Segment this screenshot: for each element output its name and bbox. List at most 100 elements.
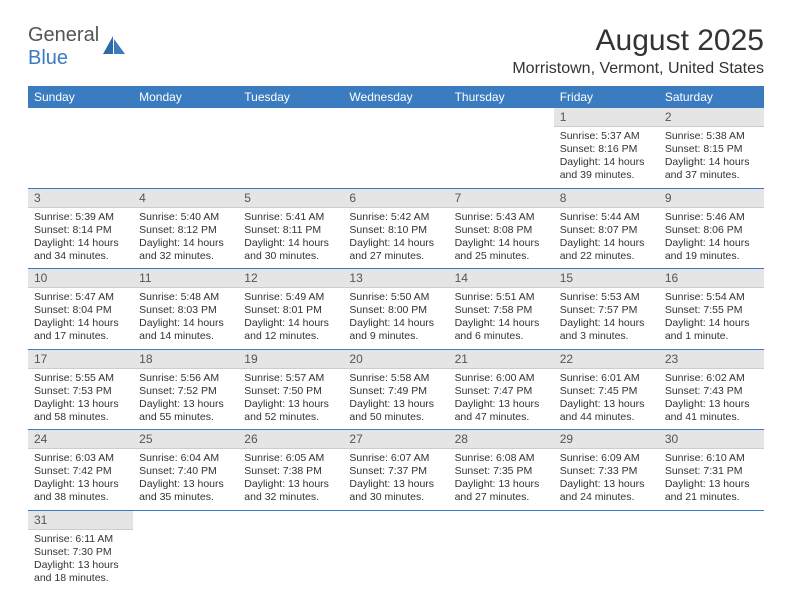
sail-icon (101, 34, 127, 61)
sunrise-text: Sunrise: 5:53 AM (560, 291, 653, 304)
daylight-text: Daylight: 14 hours and 9 minutes. (349, 317, 442, 343)
day-cell: 25Sunrise: 6:04 AMSunset: 7:40 PMDayligh… (133, 430, 238, 510)
sunrise-text: Sunrise: 5:38 AM (665, 130, 758, 143)
day-number: 2 (659, 108, 764, 127)
sunrise-text: Sunrise: 5:39 AM (34, 211, 127, 224)
day-body: Sunrise: 5:50 AMSunset: 8:00 PMDaylight:… (343, 288, 448, 349)
day-body (238, 515, 343, 565)
sunrise-text: Sunrise: 5:46 AM (665, 211, 758, 224)
daylight-text: Daylight: 14 hours and 17 minutes. (34, 317, 127, 343)
day-cell: 19Sunrise: 5:57 AMSunset: 7:50 PMDayligh… (238, 350, 343, 430)
day-body (133, 515, 238, 565)
sunset-text: Sunset: 7:40 PM (139, 465, 232, 478)
daylight-text: Daylight: 13 hours and 30 minutes. (349, 478, 442, 504)
sunset-text: Sunset: 7:37 PM (349, 465, 442, 478)
title-block: August 2025 Morristown, Vermont, United … (512, 24, 764, 78)
weeks-container: 1Sunrise: 5:37 AMSunset: 8:16 PMDaylight… (28, 108, 764, 590)
day-number: 24 (28, 430, 133, 449)
day-body: Sunrise: 6:11 AMSunset: 7:30 PMDaylight:… (28, 530, 133, 591)
logo-text-general: General (28, 24, 99, 46)
day-body: Sunrise: 5:56 AMSunset: 7:52 PMDaylight:… (133, 369, 238, 430)
day-number: 31 (28, 511, 133, 530)
dow-cell: Friday (554, 86, 659, 108)
sunset-text: Sunset: 8:15 PM (665, 143, 758, 156)
sunrise-text: Sunrise: 5:56 AM (139, 372, 232, 385)
sunrise-text: Sunrise: 5:37 AM (560, 130, 653, 143)
day-body: Sunrise: 6:08 AMSunset: 7:35 PMDaylight:… (449, 449, 554, 510)
sunset-text: Sunset: 7:52 PM (139, 385, 232, 398)
empty-cell (449, 108, 554, 188)
empty-cell (133, 511, 238, 591)
day-cell: 18Sunrise: 5:56 AMSunset: 7:52 PMDayligh… (133, 350, 238, 430)
day-body: Sunrise: 5:54 AMSunset: 7:55 PMDaylight:… (659, 288, 764, 349)
sunrise-text: Sunrise: 5:51 AM (455, 291, 548, 304)
day-body: Sunrise: 5:51 AMSunset: 7:58 PMDaylight:… (449, 288, 554, 349)
day-cell: 2 Sunrise: 5:38 AMSunset: 8:15 PMDaylight… (659, 108, 764, 188)
empty-cell (554, 511, 659, 591)
daylight-text: Daylight: 14 hours and 37 minutes. (665, 156, 758, 182)
sunrise-text: Sunrise: 6:11 AM (34, 533, 127, 546)
day-cell: 15Sunrise: 5:53 AMSunset: 7:57 PMDayligh… (554, 269, 659, 349)
daylight-text: Daylight: 14 hours and 34 minutes. (34, 237, 127, 263)
day-cell: 1Sunrise: 5:37 AMSunset: 8:16 PMDaylight… (554, 108, 659, 188)
location-subtitle: Morristown, Vermont, United States (512, 60, 764, 78)
day-number: 12 (238, 269, 343, 288)
day-number: 4 (133, 189, 238, 208)
day-number: 23 (659, 350, 764, 369)
day-cell: 4Sunrise: 5:40 AMSunset: 8:12 PMDaylight… (133, 189, 238, 269)
month-title: August 2025 (512, 24, 764, 58)
day-number: 20 (343, 350, 448, 369)
day-cell: 13Sunrise: 5:50 AMSunset: 8:00 PMDayligh… (343, 269, 448, 349)
daylight-text: Daylight: 14 hours and 30 minutes. (244, 237, 337, 263)
day-cell: 26Sunrise: 6:05 AMSunset: 7:38 PMDayligh… (238, 430, 343, 510)
week-row: 17Sunrise: 5:55 AMSunset: 7:53 PMDayligh… (28, 350, 764, 431)
week-row: 31Sunrise: 6:11 AMSunset: 7:30 PMDayligh… (28, 511, 764, 591)
day-cell: 29Sunrise: 6:09 AMSunset: 7:33 PMDayligh… (554, 430, 659, 510)
sunrise-text: Sunrise: 5:58 AM (349, 372, 442, 385)
day-number: 9 (659, 189, 764, 208)
sunrise-text: Sunrise: 5:54 AM (665, 291, 758, 304)
dow-cell: Thursday (449, 86, 554, 108)
week-row: 24Sunrise: 6:03 AMSunset: 7:42 PMDayligh… (28, 430, 764, 511)
sunset-text: Sunset: 7:35 PM (455, 465, 548, 478)
sunset-text: Sunset: 8:01 PM (244, 304, 337, 317)
day-cell: 27Sunrise: 6:07 AMSunset: 7:37 PMDayligh… (343, 430, 448, 510)
day-number: 10 (28, 269, 133, 288)
day-number: 15 (554, 269, 659, 288)
daylight-text: Daylight: 13 hours and 21 minutes. (665, 478, 758, 504)
day-body (343, 515, 448, 565)
daylight-text: Daylight: 13 hours and 55 minutes. (139, 398, 232, 424)
day-cell: 16Sunrise: 5:54 AMSunset: 7:55 PMDayligh… (659, 269, 764, 349)
calendar: SundayMondayTuesdayWednesdayThursdayFrid… (28, 86, 764, 590)
day-number: 26 (238, 430, 343, 449)
sunrise-text: Sunrise: 6:00 AM (455, 372, 548, 385)
day-body: Sunrise: 6:10 AMSunset: 7:31 PMDaylight:… (659, 449, 764, 510)
day-body (133, 112, 238, 162)
daylight-text: Daylight: 14 hours and 19 minutes. (665, 237, 758, 263)
day-cell: 5Sunrise: 5:41 AMSunset: 8:11 PMDaylight… (238, 189, 343, 269)
daylight-text: Daylight: 14 hours and 27 minutes. (349, 237, 442, 263)
sunset-text: Sunset: 7:45 PM (560, 385, 653, 398)
day-body: Sunrise: 6:03 AMSunset: 7:42 PMDaylight:… (28, 449, 133, 510)
sunrise-text: Sunrise: 5:44 AM (560, 211, 653, 224)
sunrise-text: Sunrise: 5:42 AM (349, 211, 442, 224)
sunrise-text: Sunrise: 6:10 AM (665, 452, 758, 465)
day-body (238, 112, 343, 162)
day-cell: 14Sunrise: 5:51 AMSunset: 7:58 PMDayligh… (449, 269, 554, 349)
daylight-text: Daylight: 14 hours and 12 minutes. (244, 317, 337, 343)
day-body: Sunrise: 6:00 AMSunset: 7:47 PMDaylight:… (449, 369, 554, 430)
week-row: 1Sunrise: 5:37 AMSunset: 8:16 PMDaylight… (28, 108, 764, 189)
day-body: Sunrise: 5:49 AMSunset: 8:01 PMDaylight:… (238, 288, 343, 349)
daylight-text: Daylight: 14 hours and 22 minutes. (560, 237, 653, 263)
day-body: Sunrise: 5:46 AMSunset: 8:06 PMDaylight:… (659, 208, 764, 269)
sunrise-text: Sunrise: 5:57 AM (244, 372, 337, 385)
day-body: Sunrise: 5:42 AMSunset: 8:10 PMDaylight:… (343, 208, 448, 269)
sunset-text: Sunset: 7:58 PM (455, 304, 548, 317)
day-body: Sunrise: 5:37 AMSunset: 8:16 PMDaylight:… (554, 127, 659, 188)
week-row: 3Sunrise: 5:39 AMSunset: 8:14 PMDaylight… (28, 189, 764, 270)
daylight-text: Daylight: 13 hours and 47 minutes. (455, 398, 548, 424)
day-cell: 28Sunrise: 6:08 AMSunset: 7:35 PMDayligh… (449, 430, 554, 510)
day-body: Sunrise: 6:02 AMSunset: 7:43 PMDaylight:… (659, 369, 764, 430)
sunset-text: Sunset: 7:57 PM (560, 304, 653, 317)
sunset-text: Sunset: 8:14 PM (34, 224, 127, 237)
